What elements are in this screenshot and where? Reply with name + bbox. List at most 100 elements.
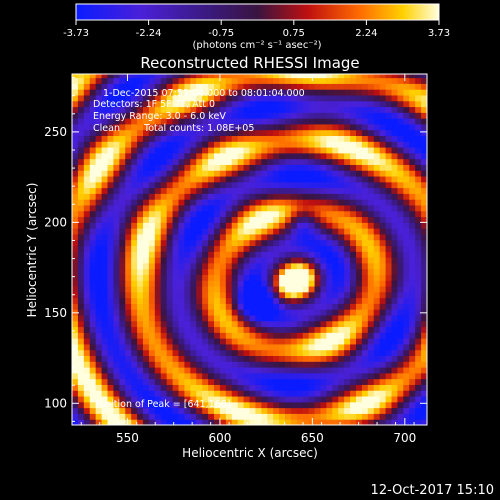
heatmap-cell — [160, 338, 168, 345]
heatmap-cell — [367, 94, 375, 102]
heatmap-cell — [332, 239, 339, 247]
heatmap-cell — [308, 94, 316, 102]
heatmap-cell — [172, 251, 179, 258]
heatmap-cell — [237, 314, 245, 322]
heatmap-cell — [131, 89, 138, 96]
heatmap-cell — [373, 94, 381, 102]
heatmap-cell — [237, 396, 245, 403]
heatmap-cell — [367, 222, 375, 229]
heatmap-cell — [137, 338, 144, 345]
heatmap-cell — [326, 100, 333, 108]
heatmap-cell — [361, 176, 369, 183]
heatmap-cell — [154, 396, 162, 403]
heatmap-cell — [231, 338, 239, 345]
heatmap-cell — [385, 204, 392, 212]
heatmap-cell — [409, 343, 416, 351]
heatmap-cell — [285, 390, 292, 397]
heatmap-cell — [296, 123, 304, 131]
heatmap-cell — [125, 291, 132, 299]
heatmap-cell — [356, 147, 363, 154]
heatmap-cell — [361, 245, 369, 252]
heatmap-cell — [385, 210, 392, 218]
heatmap-cell — [160, 401, 168, 409]
heatmap-cell — [356, 181, 363, 189]
heatmap-cell — [148, 332, 156, 339]
heatmap-cell — [72, 176, 79, 183]
heatmap-cell — [361, 77, 369, 84]
heatmap-cell — [219, 378, 227, 385]
heatmap-cell — [225, 112, 233, 119]
heatmap-cell — [326, 193, 333, 200]
heatmap-cell — [178, 361, 185, 368]
heatmap-cell — [267, 239, 274, 247]
heatmap-cell — [178, 407, 185, 414]
heatmap-cell — [143, 123, 150, 131]
heatmap-cell — [231, 147, 239, 154]
heatmap-cell — [361, 378, 369, 385]
heatmap-cell — [214, 320, 221, 328]
heatmap-cell — [361, 233, 369, 241]
heatmap-cell — [72, 118, 79, 125]
heatmap-cell — [77, 401, 85, 409]
heatmap-cell — [101, 112, 108, 119]
heatmap-cell — [397, 216, 404, 223]
heatmap-cell — [249, 187, 256, 194]
heatmap-cell — [421, 320, 427, 328]
heatmap-cell — [338, 320, 345, 328]
heatmap-cell — [101, 94, 108, 102]
heatmap-cell — [237, 378, 245, 385]
heatmap-cell — [243, 187, 250, 194]
heatmap-cell — [95, 89, 103, 96]
heatmap-cell — [77, 94, 85, 102]
heatmap-cell — [172, 396, 179, 403]
heatmap-cell — [350, 152, 357, 160]
heatmap-cell — [302, 152, 310, 160]
heatmap-cell — [237, 343, 245, 351]
heatmap-cell — [172, 74, 179, 79]
heatmap-cell — [231, 176, 239, 183]
heatmap-cell — [332, 268, 339, 275]
heatmap-cell — [231, 262, 239, 270]
heatmap-cell — [214, 338, 221, 345]
heatmap-cell — [302, 378, 310, 385]
heatmap-cell — [367, 274, 375, 281]
heatmap-cell — [172, 378, 179, 385]
heatmap-cell — [125, 129, 132, 137]
heatmap-cell — [326, 233, 333, 241]
heatmap-cell — [202, 251, 209, 258]
heatmap-cell — [178, 309, 185, 316]
heatmap-cell — [302, 274, 310, 281]
heatmap-cell — [397, 228, 404, 235]
heatmap-cell — [385, 245, 392, 252]
heatmap-cell — [137, 303, 144, 310]
heatmap-cell — [243, 286, 250, 293]
heatmap-cell — [308, 314, 316, 322]
heatmap-cell — [137, 419, 144, 425]
heatmap-cell — [77, 106, 85, 113]
heatmap-cell — [190, 181, 197, 189]
heatmap-cell — [154, 361, 162, 368]
heatmap-cell — [77, 123, 85, 131]
heatmap-cell — [89, 170, 97, 177]
heatmap-cell — [397, 147, 404, 154]
heatmap-cell — [403, 286, 410, 293]
heatmap-cell — [166, 419, 174, 425]
heatmap-cell — [273, 384, 280, 391]
heatmap-cell — [332, 147, 339, 154]
heatmap-cell — [320, 257, 327, 264]
heatmap-cell — [403, 401, 410, 409]
heatmap-cell — [72, 135, 79, 142]
heatmap-cell — [249, 83, 256, 90]
heatmap-cell — [279, 245, 286, 252]
heatmap-cell — [125, 390, 132, 397]
heatmap-cell — [415, 314, 422, 322]
heatmap-cell — [379, 407, 387, 414]
heatmap-cell — [148, 83, 156, 90]
heatmap-cell — [308, 384, 316, 391]
heatmap-cell — [119, 419, 126, 425]
heatmap-cell — [296, 309, 304, 316]
heatmap-cell — [202, 390, 209, 397]
heatmap-cell — [231, 419, 239, 425]
heatmap-cell — [338, 181, 345, 189]
heatmap-cell — [101, 77, 108, 84]
